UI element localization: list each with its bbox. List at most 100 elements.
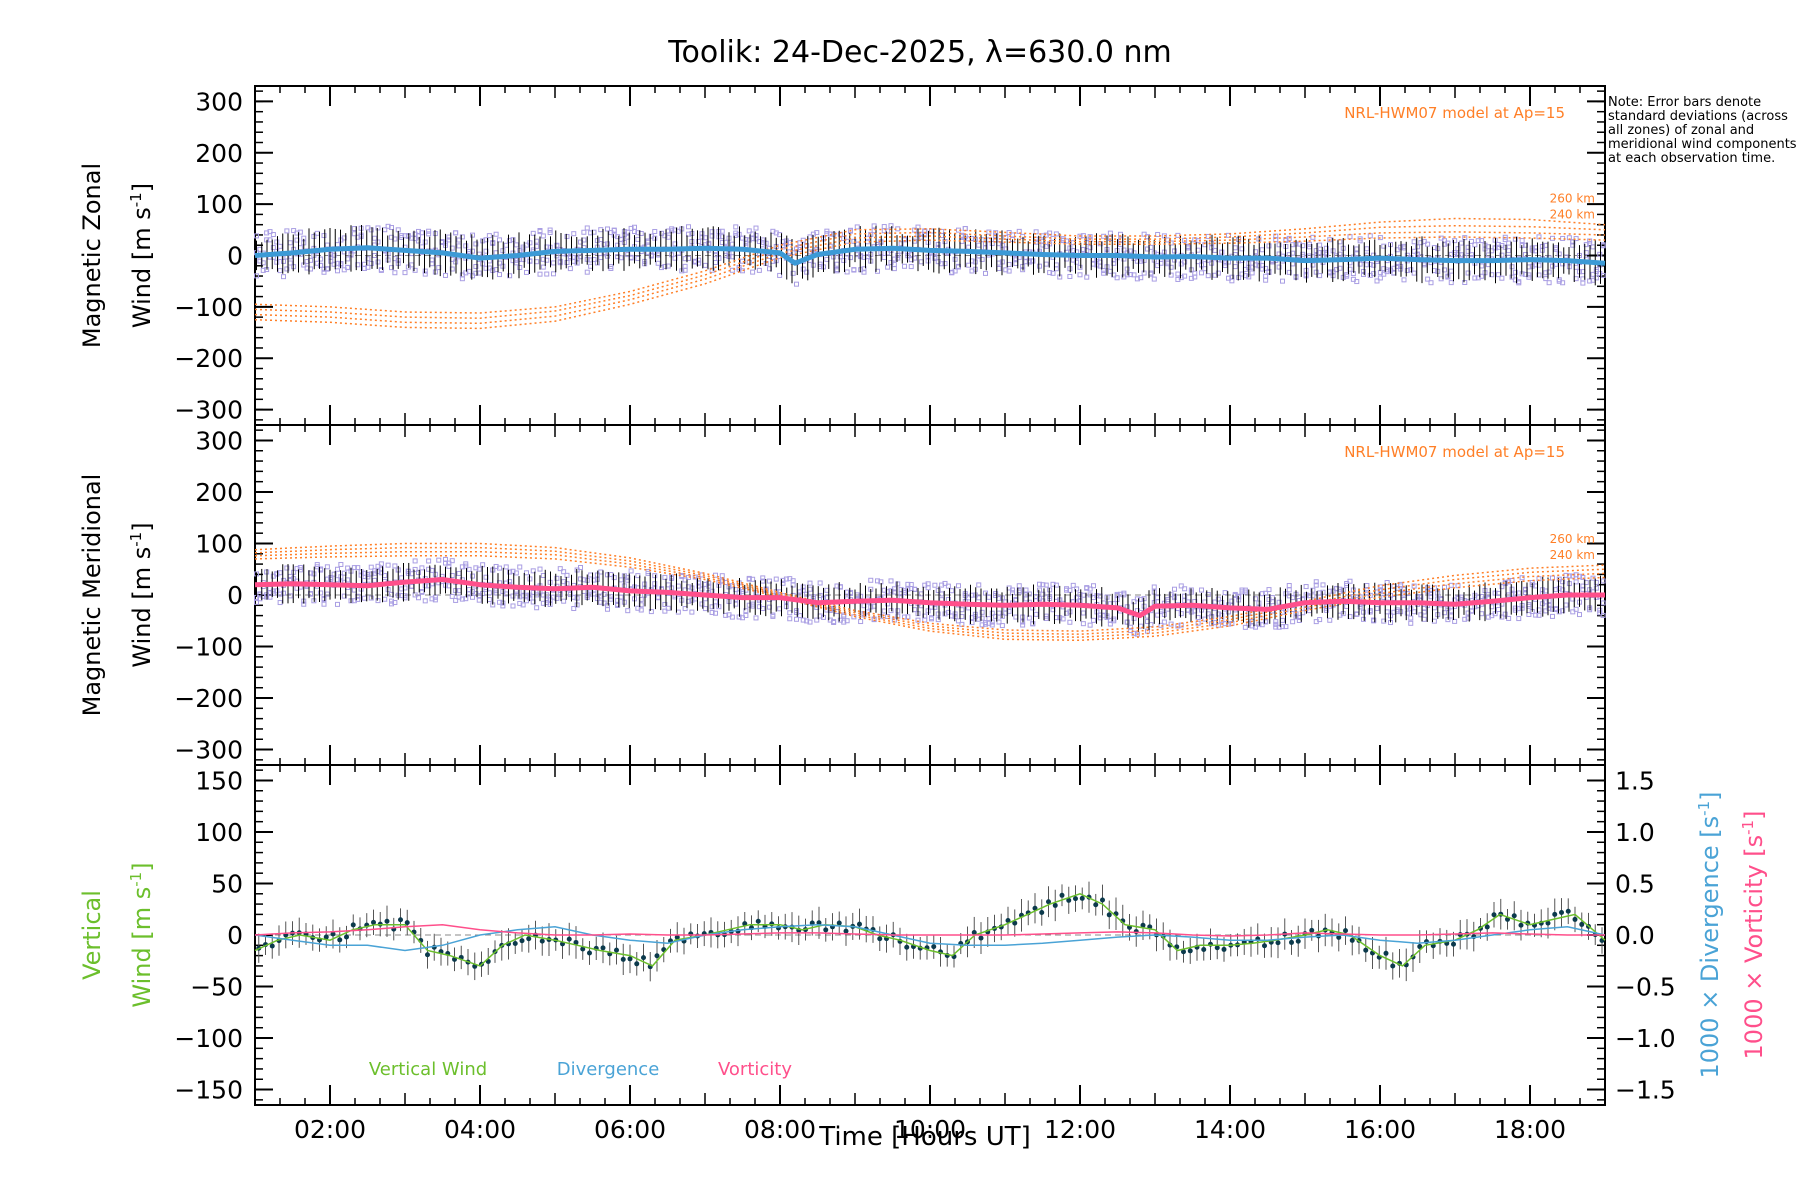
raw-sample-marker bbox=[925, 585, 931, 591]
raw-sample-marker bbox=[1168, 264, 1174, 270]
raw-sample-marker bbox=[1357, 261, 1363, 267]
raw-sample-marker bbox=[659, 265, 664, 271]
vorticity-line bbox=[254, 923, 1605, 937]
y2-tick-label: −1.0 bbox=[1615, 1024, 1676, 1053]
raw-sample-marker bbox=[1600, 612, 1606, 618]
raw-sample-marker bbox=[422, 271, 428, 277]
raw-sample-marker bbox=[1263, 619, 1269, 625]
raw-sample-marker bbox=[851, 238, 857, 244]
raw-sample-marker bbox=[1114, 275, 1120, 281]
raw-sample-marker bbox=[274, 239, 280, 245]
raw-sample-marker bbox=[891, 586, 897, 592]
raw-sample-marker bbox=[1232, 245, 1238, 251]
raw-sample-marker bbox=[1222, 260, 1228, 266]
vertical-wind-point bbox=[600, 945, 606, 951]
vertical-wind-point bbox=[769, 921, 775, 927]
y-tick-label: −150 bbox=[174, 1076, 243, 1105]
raw-sample-marker bbox=[1512, 269, 1518, 275]
raw-sample-marker bbox=[979, 256, 985, 262]
raw-sample-marker bbox=[1448, 280, 1454, 286]
raw-sample-marker bbox=[1074, 586, 1080, 592]
raw-sample-marker bbox=[1026, 615, 1032, 621]
raw-sample-marker bbox=[615, 601, 621, 607]
raw-sample-marker bbox=[1161, 619, 1167, 625]
vertical-wind-point bbox=[634, 961, 640, 967]
raw-sample-marker bbox=[939, 261, 945, 267]
raw-sample-marker bbox=[1107, 621, 1113, 627]
raw-sample-marker bbox=[1118, 591, 1123, 597]
raw-sample-marker bbox=[1323, 251, 1329, 257]
raw-sample-marker bbox=[834, 261, 840, 267]
raw-sample-marker bbox=[797, 245, 803, 251]
raw-sample-marker bbox=[328, 251, 334, 257]
raw-sample-marker bbox=[486, 233, 492, 239]
raw-sample-marker bbox=[719, 228, 725, 234]
raw-sample-marker bbox=[456, 570, 462, 576]
raw-sample-marker bbox=[1550, 613, 1555, 619]
vertical-wind-point bbox=[1079, 895, 1085, 901]
raw-sample-marker bbox=[554, 595, 560, 601]
raw-sample-marker bbox=[605, 253, 610, 259]
raw-sample-marker bbox=[986, 616, 992, 622]
raw-sample-marker bbox=[270, 232, 276, 238]
raw-sample-marker bbox=[942, 239, 948, 245]
raw-sample-marker bbox=[1418, 594, 1424, 600]
raw-sample-marker bbox=[979, 609, 985, 615]
raw-sample-marker bbox=[335, 268, 340, 274]
raw-sample-marker bbox=[1317, 273, 1323, 279]
raw-sample-marker bbox=[270, 245, 276, 251]
raw-sample-marker bbox=[1313, 582, 1319, 588]
vertical-wind-point bbox=[823, 927, 829, 933]
raw-sample-marker bbox=[713, 610, 718, 616]
y2-label-superscript: -1 bbox=[1695, 801, 1713, 816]
vertical-wind-point bbox=[931, 944, 937, 950]
vertical-wind-point bbox=[1343, 928, 1348, 934]
raw-sample-marker bbox=[1425, 276, 1431, 282]
x-tick-label: 10:00 bbox=[894, 1115, 966, 1144]
raw-sample-marker bbox=[898, 591, 904, 597]
raw-sample-marker bbox=[1398, 583, 1404, 589]
y-label-superscript: -1 bbox=[127, 532, 145, 547]
raw-sample-marker bbox=[605, 572, 610, 578]
raw-sample-marker bbox=[557, 566, 563, 572]
raw-sample-marker bbox=[1519, 238, 1525, 244]
raw-sample-marker bbox=[1124, 619, 1130, 625]
raw-sample-marker bbox=[426, 558, 432, 564]
raw-sample-marker bbox=[473, 264, 479, 270]
raw-sample-marker bbox=[1077, 233, 1083, 239]
raw-sample-marker bbox=[1462, 616, 1468, 622]
raw-sample-marker bbox=[1134, 631, 1140, 637]
raw-sample-marker bbox=[1192, 274, 1198, 280]
raw-sample-marker bbox=[1320, 589, 1326, 595]
raw-sample-marker bbox=[1087, 245, 1093, 251]
raw-sample-marker bbox=[274, 588, 280, 594]
raw-sample-marker bbox=[989, 610, 995, 616]
vertical-wind-point bbox=[978, 935, 984, 941]
raw-sample-marker bbox=[564, 572, 570, 578]
raw-sample-marker bbox=[254, 233, 259, 239]
raw-sample-marker bbox=[368, 261, 374, 267]
raw-sample-marker bbox=[564, 581, 570, 587]
raw-sample-marker bbox=[1276, 264, 1282, 270]
raw-sample-marker bbox=[540, 264, 546, 270]
vertical-wind-point bbox=[1005, 917, 1011, 923]
raw-sample-marker bbox=[503, 564, 509, 570]
raw-sample-marker bbox=[578, 564, 583, 570]
raw-sample-marker bbox=[628, 568, 634, 574]
raw-sample-marker bbox=[1381, 271, 1387, 277]
vertical-wind-point bbox=[1187, 948, 1193, 954]
raw-sample-marker bbox=[1560, 280, 1566, 286]
raw-sample-marker bbox=[1597, 610, 1603, 616]
raw-sample-marker bbox=[1496, 607, 1501, 613]
raw-sample-marker bbox=[497, 237, 502, 243]
raw-sample-marker bbox=[1425, 241, 1431, 247]
raw-sample-marker bbox=[750, 269, 756, 275]
raw-sample-marker bbox=[365, 256, 371, 262]
raw-sample-marker bbox=[895, 608, 901, 614]
raw-sample-marker bbox=[392, 270, 398, 276]
raw-sample-marker bbox=[1263, 265, 1269, 271]
raw-sample-marker bbox=[854, 224, 860, 230]
raw-sample-marker bbox=[915, 617, 921, 623]
raw-sample-marker bbox=[682, 263, 688, 269]
